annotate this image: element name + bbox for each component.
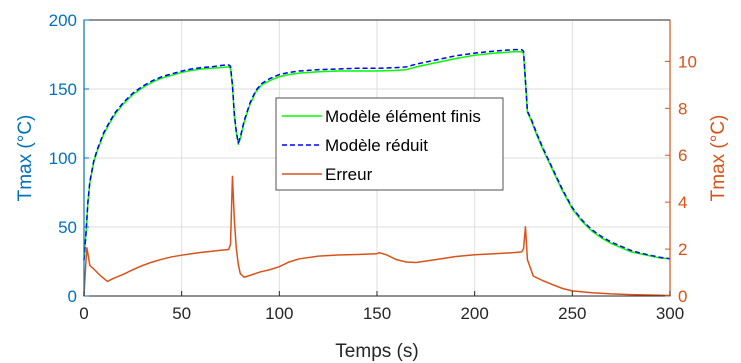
y-right-tick-label: 10	[678, 52, 697, 71]
y-left-tick-label: 0	[68, 287, 77, 306]
legend-label-error: Erreur	[325, 165, 373, 184]
series-line-error	[83, 175, 671, 297]
y-left-tick-label: 50	[58, 218, 77, 237]
x-tick-label: 200	[460, 304, 488, 323]
y-right-tick-label: 4	[678, 193, 687, 212]
y-left-tick-label: 150	[49, 80, 77, 99]
x-tick-label: 250	[558, 304, 586, 323]
legend-label-reduced: Modèle réduit	[325, 136, 428, 155]
x-tick-label: 100	[265, 304, 293, 323]
y-right-tick-label: 0	[678, 287, 687, 306]
y-right-tick-label: 8	[678, 99, 687, 118]
x-tick-label: 300	[656, 304, 684, 323]
legend: Modèle élément finis Modèle réduit Erreu…	[275, 97, 504, 191]
y-axis-right-label: Tmax (°C)	[708, 115, 729, 202]
y-left-tick-label: 100	[49, 149, 77, 168]
y-axis-left-label: Tmax (°C)	[15, 115, 36, 202]
x-tick-label: 150	[363, 304, 391, 323]
x-axis-label: Temps (s)	[335, 341, 418, 362]
y-left-tick-label: 200	[49, 11, 77, 30]
series-layer	[83, 48, 671, 297]
x-tick-label: 50	[172, 304, 191, 323]
y-right-tick-label: 6	[678, 146, 687, 165]
legend-label-fem: Modèle élément finis	[325, 107, 481, 126]
y-right-tick-label: 2	[678, 240, 687, 259]
series-line-fem	[83, 50, 671, 261]
x-tick-label: 0	[79, 304, 88, 323]
